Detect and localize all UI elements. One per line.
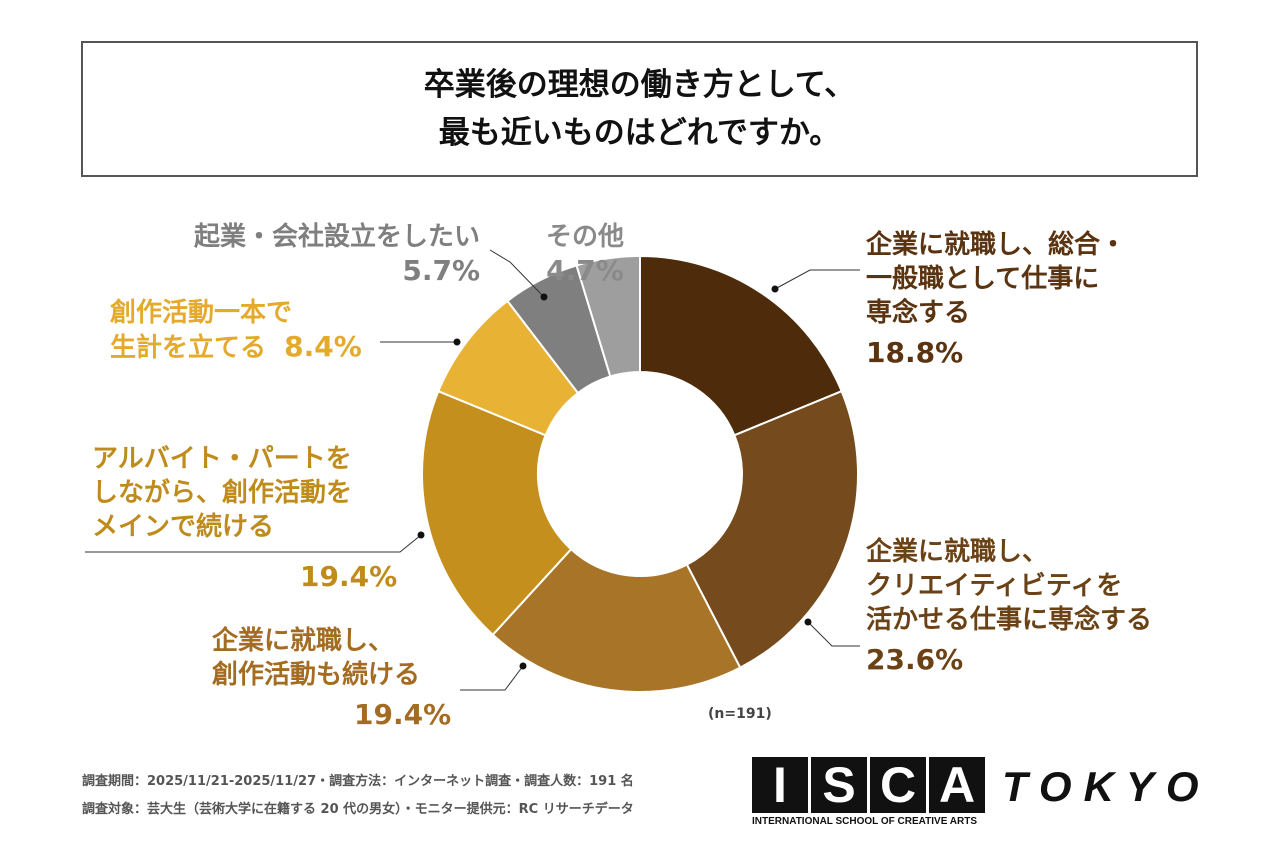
label-slice-0: 企業に就職し、総合・ 一般職として仕事に 専念する 18.8% [866, 228, 1126, 370]
data-label: 4.7% [546, 254, 624, 287]
isca-logo: I S C A TOKYO INTERNATIONAL SCHOOL OF CR… [752, 757, 1199, 827]
donut-slice [575, 254, 641, 378]
label-line: その他 [545, 222, 624, 252]
label-line: 創作活動も続ける [212, 660, 421, 690]
label-slice-5: 起業・会社設立をしたい 5.7% [140, 220, 480, 288]
label-slice-2: 企業に就職し、 創作活動も続ける 19.4% [212, 624, 451, 731]
label-line: 専念する [866, 298, 971, 328]
logo-letter: I [752, 757, 808, 813]
title-line-1: 卒業後の理想の働き方として、 [423, 67, 856, 103]
leader-line [460, 665, 524, 691]
label-slice-1: 企業に就職し、 クリエイティビティを 活かせる仕事に専念する 23.6% [866, 535, 1152, 677]
label-line: しながら、創作活動を [92, 478, 353, 508]
leader-line [774, 269, 860, 290]
footer-line-1: 調査期間：2025/11/21-2025/11/27・調査方法：インターネット調… [82, 774, 634, 789]
label-line: 創作活動一本で [110, 298, 293, 328]
donut-slice [491, 547, 742, 693]
sample-size: (n=191) [708, 706, 772, 722]
data-label: 18.8% [866, 336, 964, 369]
leader-dot [771, 285, 779, 293]
label-slice-3: アルバイト・パートを しながら、創作活動を メインで続ける 19.4% [92, 442, 397, 593]
leader-line [85, 534, 422, 553]
label-line: 起業・会社設立をしたい [193, 222, 480, 252]
leader-dot [519, 662, 527, 670]
label-line: クリエイティビティを [866, 571, 1123, 601]
label-slice-6: その他 4.7% [540, 220, 630, 288]
leader-dot [453, 338, 461, 346]
leader-line [807, 621, 860, 647]
data-label: 19.4% [300, 560, 398, 593]
label-line: メインで続ける [92, 512, 275, 542]
leader-line [489, 249, 545, 298]
donut-slice [639, 254, 843, 437]
leader-dot [804, 618, 812, 626]
title-box: 卒業後の理想の働き方として、 最も近いものはどれですか。 [81, 41, 1198, 177]
logo-tokyo: TOKYO [1002, 763, 1211, 810]
label-line: 企業に就職し、総合・ [866, 230, 1127, 260]
footer-line-2: 調査対象：芸大生（芸術大学に在籍する 20 代の男女）・モニター提供元：RC リ… [82, 802, 634, 817]
logo-letter: S [811, 757, 867, 813]
label-line: 一般職として仕事に [866, 264, 1100, 294]
leader-dot [540, 293, 548, 301]
label-line: アルバイト・パートを [92, 444, 352, 474]
data-label: 19.4% [354, 698, 452, 731]
title-line-2: 最も近いものはどれですか。 [438, 115, 841, 151]
label-line: 活かせる仕事に専念する [866, 605, 1153, 635]
data-label: 23.6% [866, 643, 964, 676]
logo-letter: A [929, 757, 985, 813]
label-slice-4: 創作活動一本で 生計を立てる 8.4% [110, 296, 362, 365]
label-line: 企業に就職し、 [212, 626, 395, 656]
donut-slice [421, 389, 573, 637]
logo-subtitle: INTERNATIONAL SCHOOL OF CREATIVE ARTS [752, 816, 978, 827]
logo-letter: C [870, 757, 926, 813]
label-line: 生計を立てる [110, 333, 267, 363]
label-line: 企業に就職し、 [866, 537, 1049, 567]
data-label: 8.4% [284, 330, 362, 363]
donut-slice [685, 389, 859, 669]
data-label: 5.7% [402, 254, 480, 287]
leader-dot [417, 531, 425, 539]
